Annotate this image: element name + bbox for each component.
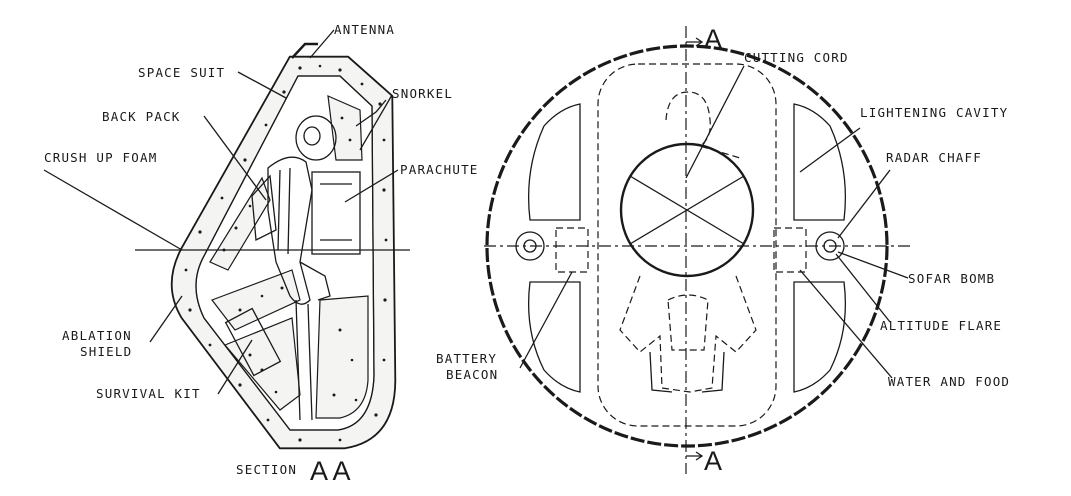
label-altitude-flare: ALTITUDE FLARE [880, 318, 1002, 333]
label-ablation: ABLATION [62, 328, 132, 343]
label-water-and-food: WATER AND FOOD [888, 374, 1010, 389]
label-battery: BATTERY [436, 351, 497, 366]
plan-leader-lines [519, 65, 909, 379]
section-view: ANTENNA SPACE SUIT SNORKEL BACK PACK CRU… [43, 22, 479, 486]
section-mark-bottom-arrow [686, 451, 704, 461]
lightening-cavities [527, 103, 847, 393]
section-title-prefix: SECTION [236, 462, 297, 477]
label-beacon: BEACON [446, 367, 498, 382]
label-radar-chaff: RADAR CHAFF [886, 150, 982, 165]
snorkel-tube [355, 99, 387, 127]
crush-foam-patches [209, 95, 369, 419]
label-snorkel: SNORKEL [392, 86, 453, 101]
label-parachute: PARACHUTE [400, 162, 479, 177]
crew-cavity [195, 75, 375, 431]
label-shield: SHIELD [80, 344, 132, 359]
section-mark-bottom: A [704, 446, 722, 476]
section-title-letters: A A [310, 456, 351, 486]
section-leader-lines [43, 29, 399, 395]
parachute-pack [311, 171, 361, 255]
label-lightening-cavity: LIGHTENING CAVITY [860, 105, 1008, 120]
section-mark-top: A [704, 24, 722, 54]
label-antenna: ANTENNA [334, 22, 395, 37]
label-crush-up-foam: CRUSH UP FOAM [44, 150, 157, 165]
label-cutting-cord: CUTTING CORD [744, 50, 849, 65]
plan-view: A A CUTTING CORD LIGHTENING CAVITY RADAR… [436, 24, 1010, 476]
astronaut-figure [251, 115, 337, 421]
antenna-element [291, 42, 318, 59]
label-back-pack: BACK PACK [102, 109, 181, 124]
survival-kit-box [224, 307, 282, 377]
inner-body-outline [597, 63, 777, 427]
battery-beacon-box [555, 227, 589, 273]
label-survival-kit: SURVIVAL KIT [96, 386, 201, 401]
label-space-suit: SPACE SUIT [138, 65, 225, 80]
astronaut-plan-outline [619, 91, 757, 393]
section-mark-top-arrow [686, 37, 704, 47]
water-food-box [773, 227, 807, 273]
label-sofar-bomb: SOFAR BOMB [908, 271, 995, 286]
cutting-cord-ring [619, 142, 755, 278]
foam-speckle [184, 64, 388, 442]
